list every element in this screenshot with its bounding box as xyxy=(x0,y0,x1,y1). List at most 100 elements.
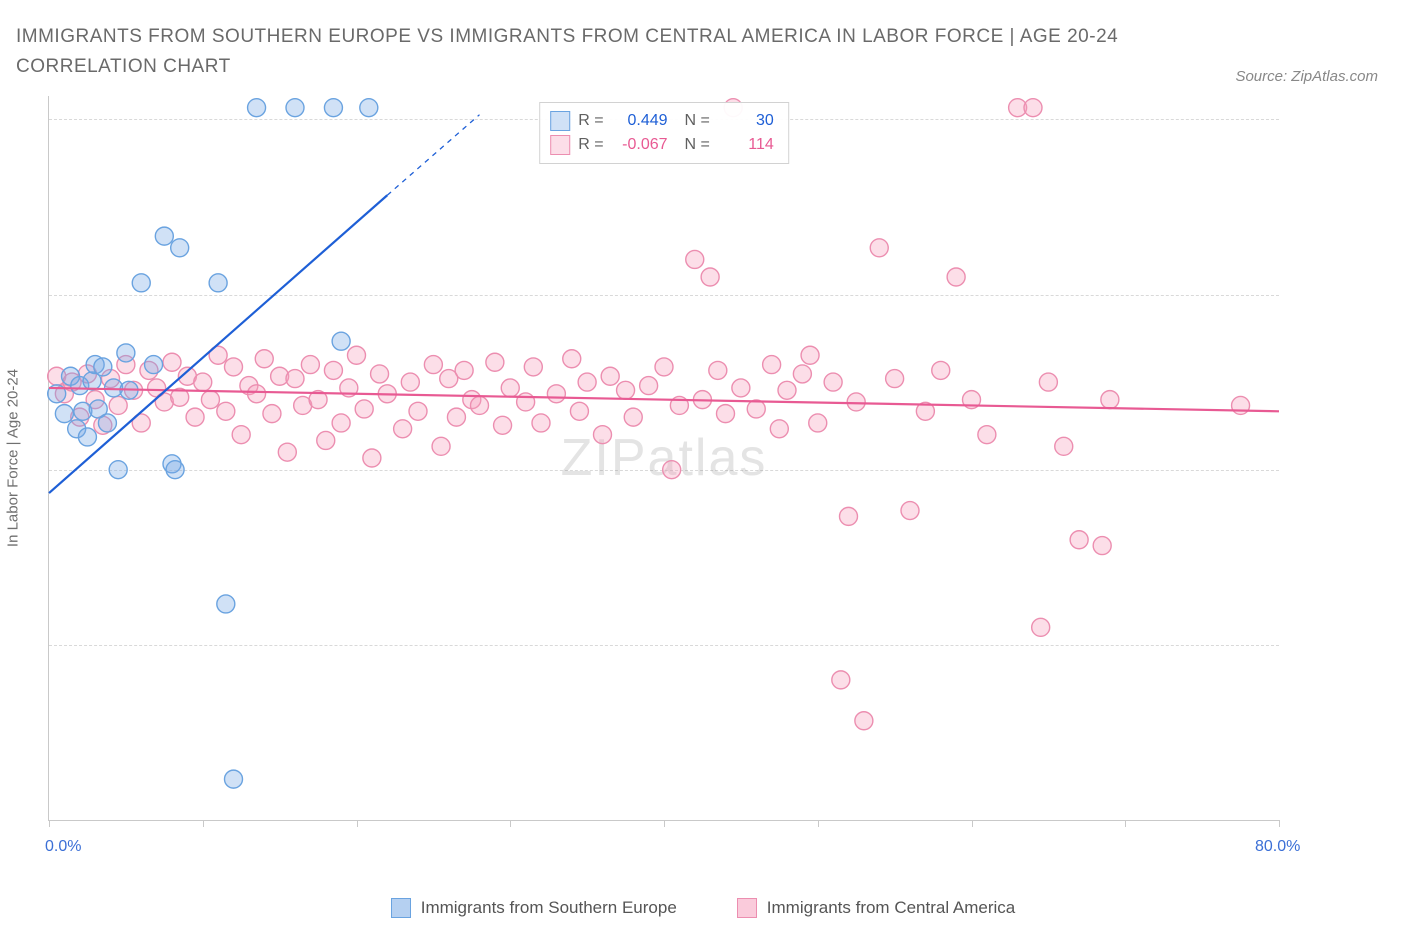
data-point xyxy=(747,400,765,418)
x-tick xyxy=(510,820,511,827)
data-point xyxy=(886,370,904,388)
data-point xyxy=(371,365,389,383)
swatch-series-a xyxy=(550,111,570,131)
x-tick xyxy=(1279,820,1280,827)
data-point xyxy=(286,99,304,117)
data-point xyxy=(901,502,919,520)
data-point xyxy=(524,358,542,376)
data-point xyxy=(78,428,96,446)
stat-n-series-b: 114 xyxy=(718,133,774,157)
data-point xyxy=(547,385,565,403)
data-point xyxy=(324,361,342,379)
data-point xyxy=(1101,391,1119,409)
data-point xyxy=(809,414,827,432)
data-point xyxy=(624,408,642,426)
stats-row-series-a: R = 0.449 N = 30 xyxy=(550,109,774,133)
data-point xyxy=(855,712,873,730)
data-point xyxy=(486,353,504,371)
data-point xyxy=(109,396,127,414)
data-point xyxy=(109,461,127,479)
x-tick xyxy=(818,820,819,827)
data-point xyxy=(171,239,189,257)
data-point xyxy=(594,426,612,444)
data-point xyxy=(132,274,150,292)
data-point xyxy=(301,356,319,374)
trend-line xyxy=(387,115,479,196)
data-point xyxy=(166,461,184,479)
data-point xyxy=(717,405,735,423)
swatch-series-b xyxy=(550,135,570,155)
data-point xyxy=(947,268,965,286)
data-point xyxy=(763,356,781,374)
data-point xyxy=(471,396,489,414)
data-point xyxy=(778,381,796,399)
data-point xyxy=(870,239,888,257)
data-point xyxy=(663,461,681,479)
data-point xyxy=(186,408,204,426)
data-point xyxy=(248,99,266,117)
data-point xyxy=(701,268,719,286)
source-attribution: Source: ZipAtlas.com xyxy=(1235,68,1378,85)
data-point xyxy=(570,402,588,420)
data-point xyxy=(332,414,350,432)
data-point xyxy=(770,420,788,438)
stat-r-series-b: -0.067 xyxy=(612,133,668,157)
plot-svg xyxy=(49,96,1279,820)
stats-row-series-b: R = -0.067 N = 114 xyxy=(550,133,774,157)
data-point xyxy=(194,373,212,391)
data-point xyxy=(117,344,135,362)
data-point xyxy=(317,431,335,449)
x-tick xyxy=(664,820,665,827)
data-point xyxy=(409,402,427,420)
data-point xyxy=(601,367,619,385)
data-point xyxy=(360,99,378,117)
legend-label-series-b: Immigrants from Central America xyxy=(767,898,1015,918)
legend-label-series-a: Immigrants from Southern Europe xyxy=(421,898,677,918)
x-tick xyxy=(49,820,50,827)
data-point xyxy=(394,420,412,438)
data-point xyxy=(655,358,673,376)
stat-label-n: N = xyxy=(676,109,710,133)
data-point xyxy=(232,426,250,444)
stat-label-n: N = xyxy=(676,133,710,157)
data-point xyxy=(840,507,858,525)
x-tick xyxy=(1125,820,1126,827)
data-point xyxy=(55,405,73,423)
data-point xyxy=(578,373,596,391)
data-point xyxy=(793,365,811,383)
data-point xyxy=(617,381,635,399)
legend: Immigrants from Southern Europe Immigran… xyxy=(0,898,1406,918)
data-point xyxy=(563,350,581,368)
data-point xyxy=(225,358,243,376)
data-point xyxy=(201,391,219,409)
data-point xyxy=(1070,531,1088,549)
data-point xyxy=(209,274,227,292)
stat-n-series-a: 30 xyxy=(718,109,774,133)
data-point xyxy=(432,437,450,455)
data-point xyxy=(255,350,273,368)
x-tick-label: 0.0% xyxy=(45,838,81,856)
data-point xyxy=(978,426,996,444)
legend-item-series-a: Immigrants from Southern Europe xyxy=(391,898,677,918)
data-point xyxy=(686,250,704,268)
data-point xyxy=(847,393,865,411)
correlation-stats-box: R = 0.449 N = 30 R = -0.067 N = 114 xyxy=(539,102,789,164)
stat-label-r: R = xyxy=(578,109,603,133)
data-point xyxy=(709,361,727,379)
x-tick-label: 80.0% xyxy=(1255,838,1300,856)
legend-swatch-series-a xyxy=(391,898,411,918)
data-point xyxy=(1032,618,1050,636)
legend-item-series-b: Immigrants from Central America xyxy=(737,898,1015,918)
data-point xyxy=(217,402,235,420)
data-point xyxy=(363,449,381,467)
data-point xyxy=(263,405,281,423)
data-point xyxy=(94,358,112,376)
chart-title: IMMIGRANTS FROM SOUTHERN EUROPE VS IMMIG… xyxy=(16,22,1136,83)
data-point xyxy=(217,595,235,613)
data-point xyxy=(1024,99,1042,117)
data-point xyxy=(348,346,366,364)
data-point xyxy=(801,346,819,364)
data-point xyxy=(532,414,550,432)
data-point xyxy=(824,373,842,391)
data-point xyxy=(332,332,350,350)
